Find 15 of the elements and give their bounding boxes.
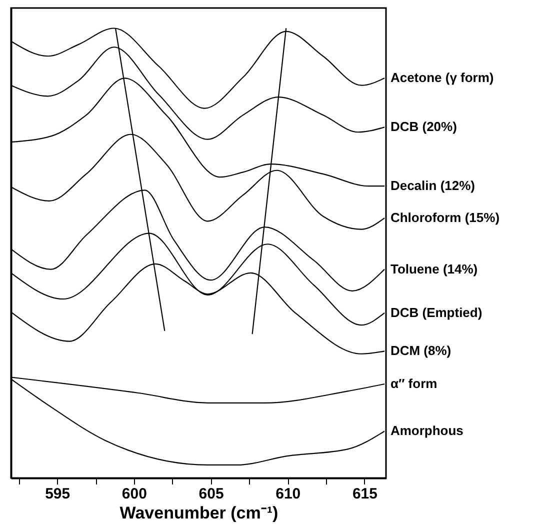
x-tick-label: 600 bbox=[122, 486, 147, 502]
x-tick-label: 595 bbox=[45, 486, 70, 502]
x-tick-label: 610 bbox=[276, 486, 301, 502]
x-tick-label: 605 bbox=[198, 486, 224, 502]
series-label: Acetone (γ form) bbox=[390, 70, 494, 86]
series-label: Decalin (12%) bbox=[390, 178, 476, 194]
series-label: DCB (Emptied) bbox=[390, 304, 482, 320]
series-label: Toluene (14%) bbox=[390, 261, 478, 276]
series-label: Chloroform (15%) bbox=[390, 210, 500, 226]
x-tick-label: 615 bbox=[352, 486, 378, 502]
x-axis-title: Wavenumber (cm⁻¹) bbox=[120, 504, 278, 522]
series-label: DCM (8%) bbox=[390, 343, 452, 358]
series-label: α″ form bbox=[390, 376, 438, 391]
series-label: Amorphous bbox=[390, 423, 464, 438]
series-label: DCB (20%) bbox=[390, 119, 457, 134]
